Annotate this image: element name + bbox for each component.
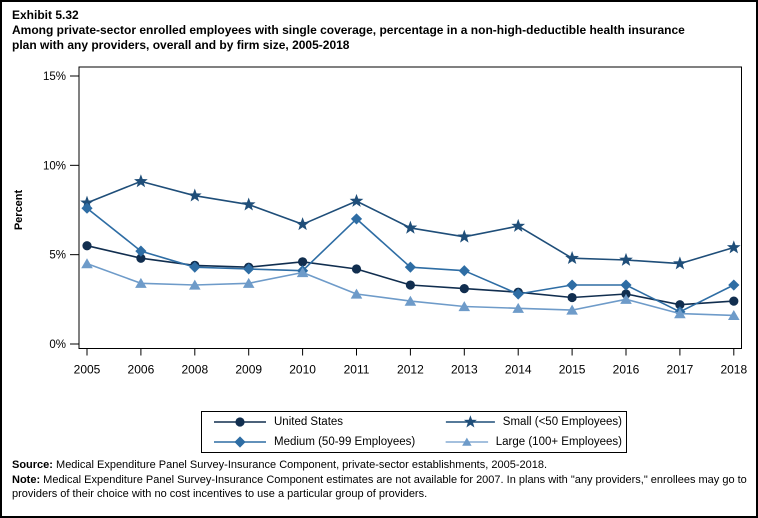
diamond-marker xyxy=(728,279,740,291)
circle-marker xyxy=(351,264,362,274)
circle-marker xyxy=(729,296,739,306)
legend-label: United States xyxy=(274,416,344,428)
diamond-marker xyxy=(458,265,470,277)
star-marker xyxy=(511,218,526,232)
star-marker xyxy=(403,220,418,234)
x-tick-label: 2011 xyxy=(344,363,370,377)
star-marker xyxy=(349,193,364,207)
circle-marker xyxy=(298,257,308,267)
note-text: Medical Expenditure Panel Survey-Insuran… xyxy=(12,473,747,501)
triangle-marker xyxy=(296,267,309,278)
source-text: Medical Expenditure Panel Survey-Insuran… xyxy=(52,459,548,471)
plot-frame xyxy=(78,66,742,349)
triangle-marker xyxy=(674,308,686,319)
x-tick-label: 2010 xyxy=(289,363,316,377)
circle-marker xyxy=(459,284,469,294)
diamond-marker xyxy=(350,213,363,225)
x-tick-label: 2015 xyxy=(559,363,586,377)
legend-label: Large (100+ Employees) xyxy=(495,436,622,448)
source-label: Source: xyxy=(12,459,53,471)
star-marker xyxy=(295,217,310,231)
diamond-marker xyxy=(135,245,147,257)
star-marker xyxy=(187,188,202,202)
note-line: Note: Medical Expenditure Panel Survey-I… xyxy=(12,473,750,502)
triangle-marker xyxy=(458,301,471,312)
circle-legend-icon xyxy=(214,417,266,427)
legend-label: Small (<50 Employees) xyxy=(502,416,622,428)
star-marker xyxy=(673,256,687,270)
star-marker xyxy=(457,229,472,243)
x-tick-label: 2012 xyxy=(397,363,424,377)
x-tick-label: 2008 xyxy=(181,363,208,377)
triangle-legend-icon xyxy=(445,437,489,446)
x-tick-label: 2006 xyxy=(128,363,155,377)
star-marker xyxy=(726,240,741,254)
legend-entry-medium-50-99-employees: Medium (50-99 Employees) xyxy=(202,434,434,450)
legend-entry-united-states: United States xyxy=(202,414,434,430)
star-marker xyxy=(241,197,256,211)
diamond-marker xyxy=(234,436,246,448)
chart-svg: 0% 5% 10% 15% Percent 2005 2006 2008 2009 2010 201… xyxy=(13,66,747,377)
source-line: Source: Medical Expenditure Panel Survey… xyxy=(12,458,750,473)
diamond-marker xyxy=(620,279,632,291)
circle-marker xyxy=(675,300,685,310)
triangle-marker xyxy=(728,310,740,321)
diamond-legend-icon xyxy=(214,436,266,448)
star-marker xyxy=(463,415,477,428)
series-small-50-employees xyxy=(80,174,741,270)
chart-legend: United States Small (<50 Employees) Medium… xyxy=(201,411,627,453)
x-tick-label: 2013 xyxy=(451,363,478,377)
y-tick-label: 5% xyxy=(49,250,66,262)
note-label: Note: xyxy=(12,473,41,486)
diamond-marker xyxy=(81,202,93,214)
triangle-marker xyxy=(135,277,147,288)
legend-entry-small-50-employees: Small (<50 Employees) xyxy=(434,414,622,430)
triangle-marker xyxy=(462,437,472,446)
diamond-marker xyxy=(404,261,416,273)
x-tick-label: 2017 xyxy=(667,363,694,377)
triangle-marker xyxy=(566,304,578,315)
star-marker xyxy=(565,251,579,265)
circle-marker xyxy=(567,292,577,303)
legend-entry-large-100-employees: Large (100+ Employees) xyxy=(434,434,622,450)
x-tick-label: 2005 xyxy=(74,363,101,377)
footer-notes: Source: Medical Expenditure Panel Survey… xyxy=(12,458,750,502)
triangle-marker xyxy=(404,295,417,306)
legend-label: Medium (50-99 Employees) xyxy=(274,436,416,448)
diamond-marker xyxy=(243,263,255,275)
diamond-marker xyxy=(512,288,524,300)
line-chart: 0% 5% 10% 15% Percent 2005 2006 2008 2009 2010 201… xyxy=(2,2,756,412)
x-tick-label: 2016 xyxy=(613,363,640,377)
circle-marker xyxy=(235,417,245,427)
x-tick-label: 2009 xyxy=(235,363,262,377)
star-marker xyxy=(619,252,633,266)
title-block: Exhibit 5.32 Among private-sector enroll… xyxy=(12,8,732,53)
triangle-marker xyxy=(512,302,524,313)
triangle-marker xyxy=(81,258,93,269)
series-large-100-employees xyxy=(81,258,740,321)
exhibit-label: Exhibit 5.32 xyxy=(12,8,79,22)
circle-marker xyxy=(136,253,146,263)
triangle-marker xyxy=(189,279,201,290)
x-tick-label: 2018 xyxy=(720,363,747,377)
y-axis-title: Percent xyxy=(13,189,25,230)
circle-marker xyxy=(405,280,415,290)
diamond-marker xyxy=(189,261,201,273)
y-tick-label: 15% xyxy=(43,71,66,83)
triangle-marker xyxy=(350,288,363,299)
star-marker xyxy=(134,174,148,188)
star-marker xyxy=(80,195,94,209)
star-legend-icon xyxy=(445,415,495,428)
y-tick-label: 0% xyxy=(49,339,66,351)
diamond-marker xyxy=(566,279,578,291)
triangle-marker xyxy=(620,293,632,304)
y-tick-label: 10% xyxy=(43,160,66,172)
page-title: Among private-sector enrolled employees … xyxy=(12,23,685,52)
triangle-marker xyxy=(242,277,255,288)
x-tick-label: 2014 xyxy=(505,363,532,377)
circle-marker xyxy=(82,241,92,251)
